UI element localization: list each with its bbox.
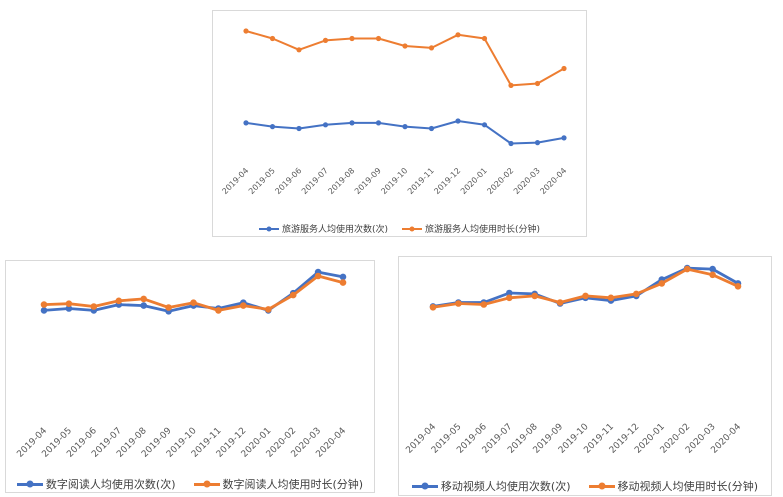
chart-travel-plot: 2019-042019-052019-062019-072019-082019-… — [220, 28, 568, 196]
data-point — [269, 124, 276, 130]
chart-reading: 2019-04 2019-05 2019-06 2019-07 2019-08 2019-… — [5, 260, 375, 493]
data-point — [531, 292, 538, 300]
data-point — [269, 35, 276, 42]
data-point — [534, 80, 541, 87]
x-tick-label: 2019-06 — [273, 166, 303, 196]
data-point — [508, 82, 514, 88]
x-tick-label: 2020-03 — [512, 166, 542, 196]
data-point — [240, 302, 247, 309]
data-point — [481, 35, 488, 42]
data-point — [683, 265, 691, 273]
legend-item: 移动视频人均使用时长(分钟) — [588, 478, 759, 494]
data-point — [322, 122, 329, 128]
data-point — [734, 283, 742, 290]
data-point — [165, 304, 172, 311]
data-point — [480, 301, 488, 308]
data-point — [455, 118, 461, 124]
legend: 数字阅读人均使用次数(次) 数字阅读人均使用时长(分钟) — [6, 476, 374, 492]
x-tick-label: 2019-05 — [247, 166, 277, 196]
legend-item: 数字阅读人均使用次数(次) — [16, 476, 176, 492]
data-point — [339, 279, 347, 286]
data-point — [607, 294, 615, 302]
data-point — [349, 120, 355, 126]
data-point — [190, 299, 197, 306]
legend: 旅游服务人均使用次数(次) 旅游服务人均使用时长(分钟) — [213, 222, 586, 235]
legend-label: 移动视频人均使用次数(次) — [440, 480, 571, 493]
data-point — [658, 280, 666, 287]
data-point — [289, 291, 297, 299]
data-point — [428, 45, 435, 51]
data-point — [582, 292, 589, 300]
data-point — [506, 294, 513, 302]
data-point — [339, 273, 347, 281]
data-point — [296, 47, 302, 53]
data-point — [561, 135, 567, 141]
x-tick-label: 2020-01 — [459, 166, 489, 196]
data-point — [65, 300, 73, 307]
data-point — [709, 271, 716, 279]
data-point — [375, 120, 382, 126]
legend-label: 数字阅读人均使用次数(次) — [45, 478, 176, 491]
data-point — [215, 307, 222, 314]
x-tick-label: 2020-04 — [538, 166, 568, 196]
data-point — [314, 272, 322, 280]
legend-item: 数字阅读人均使用时长(分钟) — [193, 476, 364, 492]
x-tick-label: 2019-08 — [326, 166, 356, 196]
x-tick-label: 2019-07 — [300, 166, 330, 196]
x-tick-label: 2019-11 — [406, 166, 436, 196]
legend-label: 移动视频人均使用时长(分钟) — [617, 480, 759, 493]
legend-swatch-blue — [411, 484, 438, 488]
chart-video-plot: 2019-042019-052019-062019-072019-082019-… — [404, 264, 743, 456]
legend-swatch-blue — [16, 482, 43, 486]
legend-item: 旅游服务人均使用次数(次) — [258, 222, 388, 235]
chart-video: 2019-04 2019-05 2019-06 2019-07 2019-08 2019-… — [398, 256, 772, 496]
data-point — [140, 302, 147, 309]
data-point — [375, 35, 382, 42]
legend-label: 旅游服务人均使用时长(分钟) — [425, 225, 541, 235]
data-point — [140, 295, 147, 303]
x-tick-label: 2019-04 — [220, 166, 250, 196]
data-point — [709, 265, 716, 273]
data-point — [243, 28, 249, 34]
legend-label: 数字阅读人均使用时长(分钟) — [222, 478, 364, 491]
x-tick-label: 2020-02 — [485, 166, 515, 196]
x-tick-label: 2019-09 — [353, 166, 383, 196]
data-point — [243, 120, 249, 126]
data-point — [455, 32, 461, 38]
data-point — [65, 305, 73, 312]
data-point — [506, 289, 513, 297]
legend-swatch-orange — [193, 482, 220, 486]
legend-swatch-orange — [588, 484, 615, 488]
x-tick-label: 2019-10 — [379, 166, 409, 196]
data-point — [115, 297, 123, 305]
legend: 移动视频人均使用次数(次) 移动视频人均使用时长(分钟) — [399, 478, 771, 494]
data-point — [633, 290, 640, 298]
data-point — [40, 307, 48, 314]
data-point — [428, 125, 435, 132]
data-point — [556, 299, 564, 306]
x-tick-label: 2019-12 — [432, 166, 462, 196]
data-point — [265, 306, 272, 313]
data-point — [508, 140, 514, 147]
data-point — [561, 65, 567, 72]
data-point — [402, 124, 408, 130]
data-point — [90, 303, 98, 310]
data-point — [349, 35, 355, 42]
data-point — [534, 140, 541, 146]
legend-item: 旅游服务人均使用时长(分钟) — [402, 222, 540, 235]
series-line-1 — [245, 30, 565, 87]
chart-reading-plot: 2019-042019-052019-062019-072019-082019-… — [15, 268, 348, 460]
data-point — [429, 304, 437, 311]
data-point — [40, 301, 48, 308]
data-point — [455, 300, 462, 307]
chart-travel: 2019-04 2019-05 2019-06 2019-07 2019-08 2019-… — [212, 10, 587, 237]
legend-label: 旅游服务人均使用次数(次) — [281, 225, 388, 235]
legend-item: 移动视频人均使用次数(次) — [411, 478, 571, 494]
data-point — [481, 122, 488, 128]
data-point — [322, 37, 329, 43]
legend-swatch-orange — [402, 227, 422, 230]
data-point — [402, 43, 408, 49]
legend-swatch-blue — [258, 227, 279, 230]
data-point — [296, 125, 302, 132]
